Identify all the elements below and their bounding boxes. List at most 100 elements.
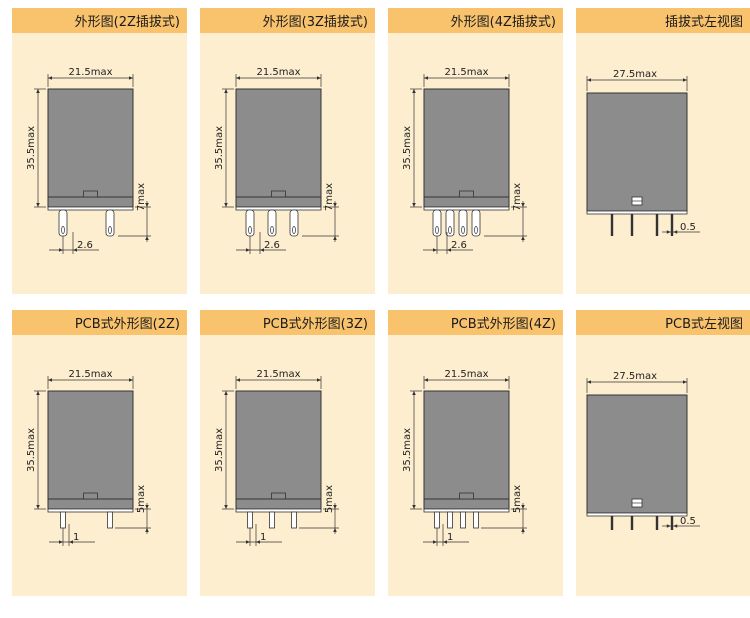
width-arrow-left (587, 78, 591, 82)
pitch-arrow-left (666, 230, 671, 234)
width-arrow-right (129, 76, 133, 80)
pin (247, 511, 253, 529)
drawing-panel: 插拔式左视图 27.5max 0.5 (576, 8, 750, 294)
pin (471, 209, 481, 237)
pitch-arrow-right (73, 248, 77, 252)
pitch-label: 1 (260, 532, 266, 543)
relay-base (423, 498, 510, 510)
height-label: 35.5max (402, 126, 413, 170)
pin (610, 516, 614, 530)
pin-length-arrow-bottom (145, 528, 149, 532)
width-arrow-right (317, 76, 321, 80)
pin-length-label: 7max (512, 183, 523, 211)
pitch-arrow-left (59, 248, 63, 252)
pin-length-arrow-top (145, 203, 149, 207)
relay-body (47, 390, 134, 510)
pitch-label: 2.6 (264, 240, 280, 251)
relay-bottom-strip (47, 508, 134, 513)
height-arrow-bottom (36, 203, 40, 207)
width-arrow-right (683, 78, 687, 82)
width-arrow-right (683, 380, 687, 384)
width-arrow-right (129, 378, 133, 382)
pin (289, 209, 299, 237)
panel-header: 外形图(4Z插拔式) (388, 8, 563, 33)
width-arrow-left (48, 76, 52, 80)
relay-base (235, 498, 322, 510)
height-arrow-bottom (224, 505, 228, 509)
pin-length-arrow-bottom (521, 236, 525, 240)
pin-length-label: 5max (136, 485, 147, 513)
pin (447, 511, 453, 529)
pin (445, 209, 455, 237)
pitch-arrow-right (447, 248, 451, 252)
height-label: 35.5max (26, 428, 37, 472)
pin (655, 516, 659, 530)
relay-bottom-strip (47, 206, 134, 211)
pin (670, 214, 674, 236)
width-arrow-left (424, 76, 428, 80)
pin-hole (474, 226, 478, 234)
height-arrow-top (36, 89, 40, 93)
pin-hole (448, 226, 452, 234)
technical-drawing: 21.5max 35.5max 5max 1 (26, 369, 151, 546)
pitch-arrow-right (673, 230, 678, 234)
pitch-label: 2.6 (77, 240, 93, 251)
pin (291, 511, 297, 529)
pin (107, 511, 113, 529)
relay-notch (271, 190, 286, 198)
relay-bottom-strip (423, 206, 510, 211)
panel-header: PCB式外形图(4Z) (388, 310, 563, 335)
pin-length-arrow-bottom (521, 528, 525, 532)
relay-base (47, 498, 134, 510)
technical-drawing: 21.5max 35.5max 7max 2.6 (402, 67, 527, 254)
panel-title: PCB式外形图(3Z) (262, 317, 368, 332)
pin-hole (461, 226, 465, 234)
relay-body (423, 390, 510, 510)
width-arrow-left (587, 380, 591, 384)
pitch-label: 0.5 (680, 516, 696, 527)
height-arrow-top (412, 391, 416, 395)
height-arrow-top (36, 391, 40, 395)
width-arrow-right (317, 378, 321, 382)
width-arrow-left (236, 76, 240, 80)
panel-header: 插拔式左视图 (576, 8, 750, 33)
panel-header: PCB式左视图 (576, 310, 750, 335)
panel-header: 外形图(3Z插拔式) (200, 8, 375, 33)
panel-title: PCB式外形图(4Z) (450, 317, 556, 332)
pitch-arrow-left (433, 248, 437, 252)
relay-body (47, 88, 134, 208)
pin-length-arrow-bottom (333, 528, 337, 532)
pin-length-arrow-top (521, 203, 525, 207)
panel-title: PCB式左视图 (665, 317, 743, 332)
pin (267, 209, 277, 237)
relay-base (47, 196, 134, 208)
pitch-arrow-left (246, 248, 250, 252)
panel-title: 外形图(4Z插拔式) (450, 15, 556, 30)
relay-body (586, 92, 688, 212)
pitch-arrow-left (59, 540, 63, 544)
height-arrow-top (412, 89, 416, 93)
pin-length-label: 5max (324, 485, 335, 513)
technical-drawing: 21.5max 35.5max 5max 1 (402, 369, 527, 546)
height-label: 35.5max (214, 428, 225, 472)
width-label: 21.5max (444, 369, 488, 380)
pin (670, 516, 674, 530)
relay-body (235, 88, 322, 208)
pin (473, 511, 479, 529)
panel-header: PCB式外形图(2Z) (12, 310, 187, 335)
height-label: 35.5max (402, 428, 413, 472)
height-arrow-bottom (412, 505, 416, 509)
pin (655, 214, 659, 236)
panel-title: PCB式外形图(2Z) (74, 317, 180, 332)
height-label: 35.5max (214, 126, 225, 170)
width-arrow-left (424, 378, 428, 382)
width-label: 27.5max (613, 371, 657, 382)
panel-header: PCB式外形图(3Z) (200, 310, 375, 335)
drawing-panel: 外形图(4Z插拔式) 21.5max 35.5max 7max 2.6 (388, 8, 563, 294)
relay-bottom-strip (586, 210, 688, 215)
pitch-label: 1 (447, 532, 453, 543)
pin-length-label: 7max (324, 183, 335, 211)
pin-hole (270, 226, 274, 234)
pin-length-arrow-top (521, 505, 525, 509)
pin-length-label: 5max (512, 485, 523, 513)
